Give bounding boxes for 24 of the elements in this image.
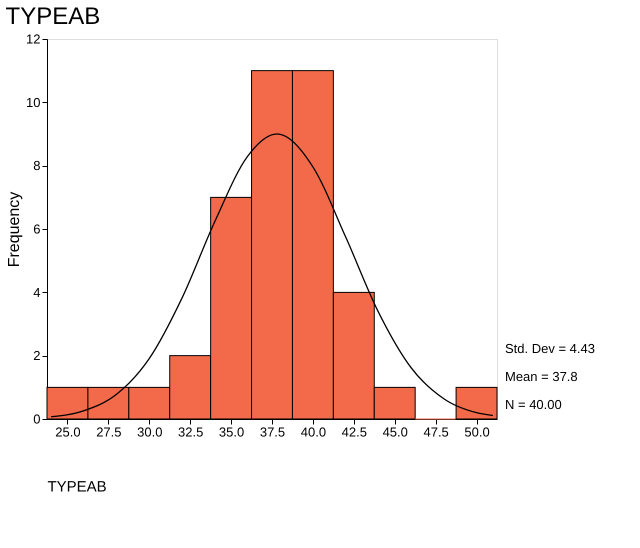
text: Mean = 37.8 — [505, 369, 578, 384]
y-tick-label: 12 — [26, 32, 40, 46]
x-tick-label: 35.0 — [218, 424, 244, 440]
x-tick-label: 50.0 — [464, 424, 490, 440]
y-tick-label: 6 — [33, 222, 40, 236]
x-tick-label: 47.5 — [423, 424, 449, 440]
chart-title: TYPEAB — [6, 3, 100, 30]
y-tick-label: 0 — [33, 412, 40, 426]
text: Std. Dev = 4.43 — [505, 341, 595, 356]
y-tick-label: 2 — [33, 348, 40, 364]
x-tick-label: 45.0 — [382, 424, 408, 440]
y-axis-title: Frequency — [6, 192, 24, 268]
x-axis-title: TYPEAB — [48, 478, 107, 496]
x-tick-label: 42.5 — [342, 424, 367, 440]
y-tick-label: 10 — [26, 94, 40, 110]
x-tick-label: 40.0 — [300, 424, 326, 440]
x-tick-label: 37.5 — [260, 424, 286, 440]
x-tick-label: 32.5 — [178, 424, 204, 440]
x-tick-label: 27.5 — [96, 424, 122, 440]
y-tick-label: 8 — [33, 158, 40, 174]
text: N = 40.00 — [505, 397, 562, 412]
y-tick-label: 4 — [33, 284, 40, 300]
x-tick-label: 30.0 — [137, 424, 162, 440]
x-tick-label: 25.0 — [55, 424, 81, 440]
